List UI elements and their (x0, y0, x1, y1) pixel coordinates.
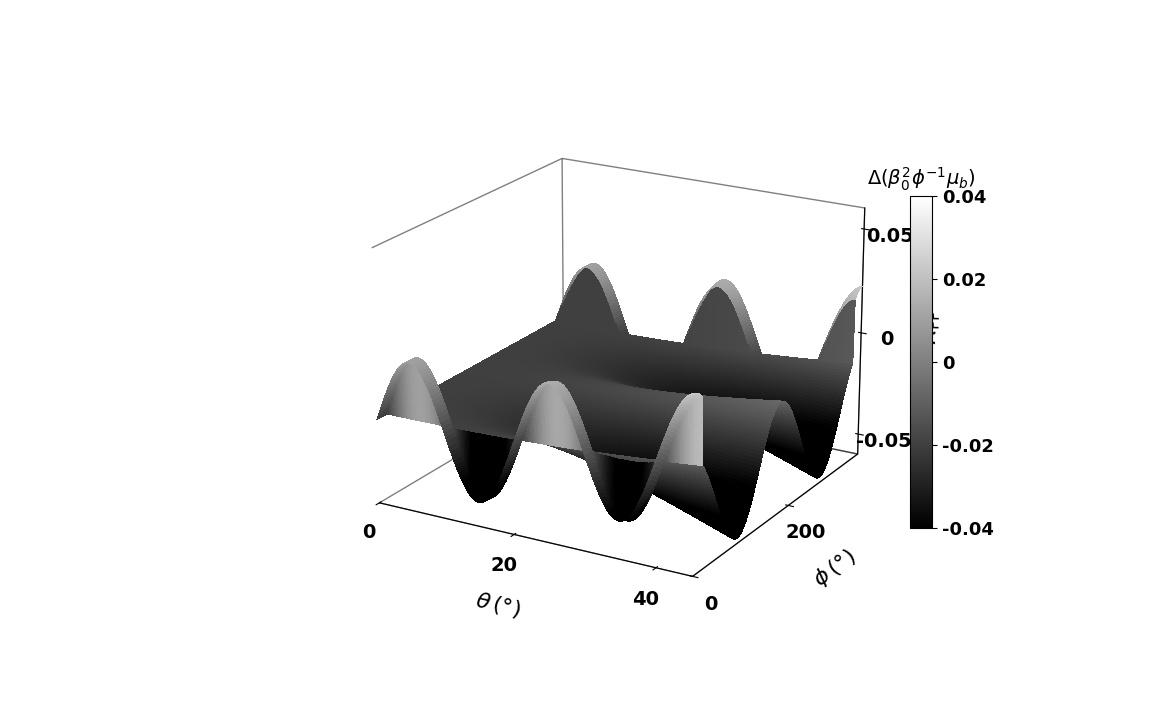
Y-axis label: $\phi\,(\degree)$: $\phi\,(\degree)$ (808, 544, 860, 592)
Title: $\Delta(\beta_0^2\phi^{-1}\mu_b)$: $\Delta(\beta_0^2\phi^{-1}\mu_b)$ (866, 166, 975, 193)
X-axis label: $\theta\,(\degree)$: $\theta\,(\degree)$ (474, 589, 522, 622)
